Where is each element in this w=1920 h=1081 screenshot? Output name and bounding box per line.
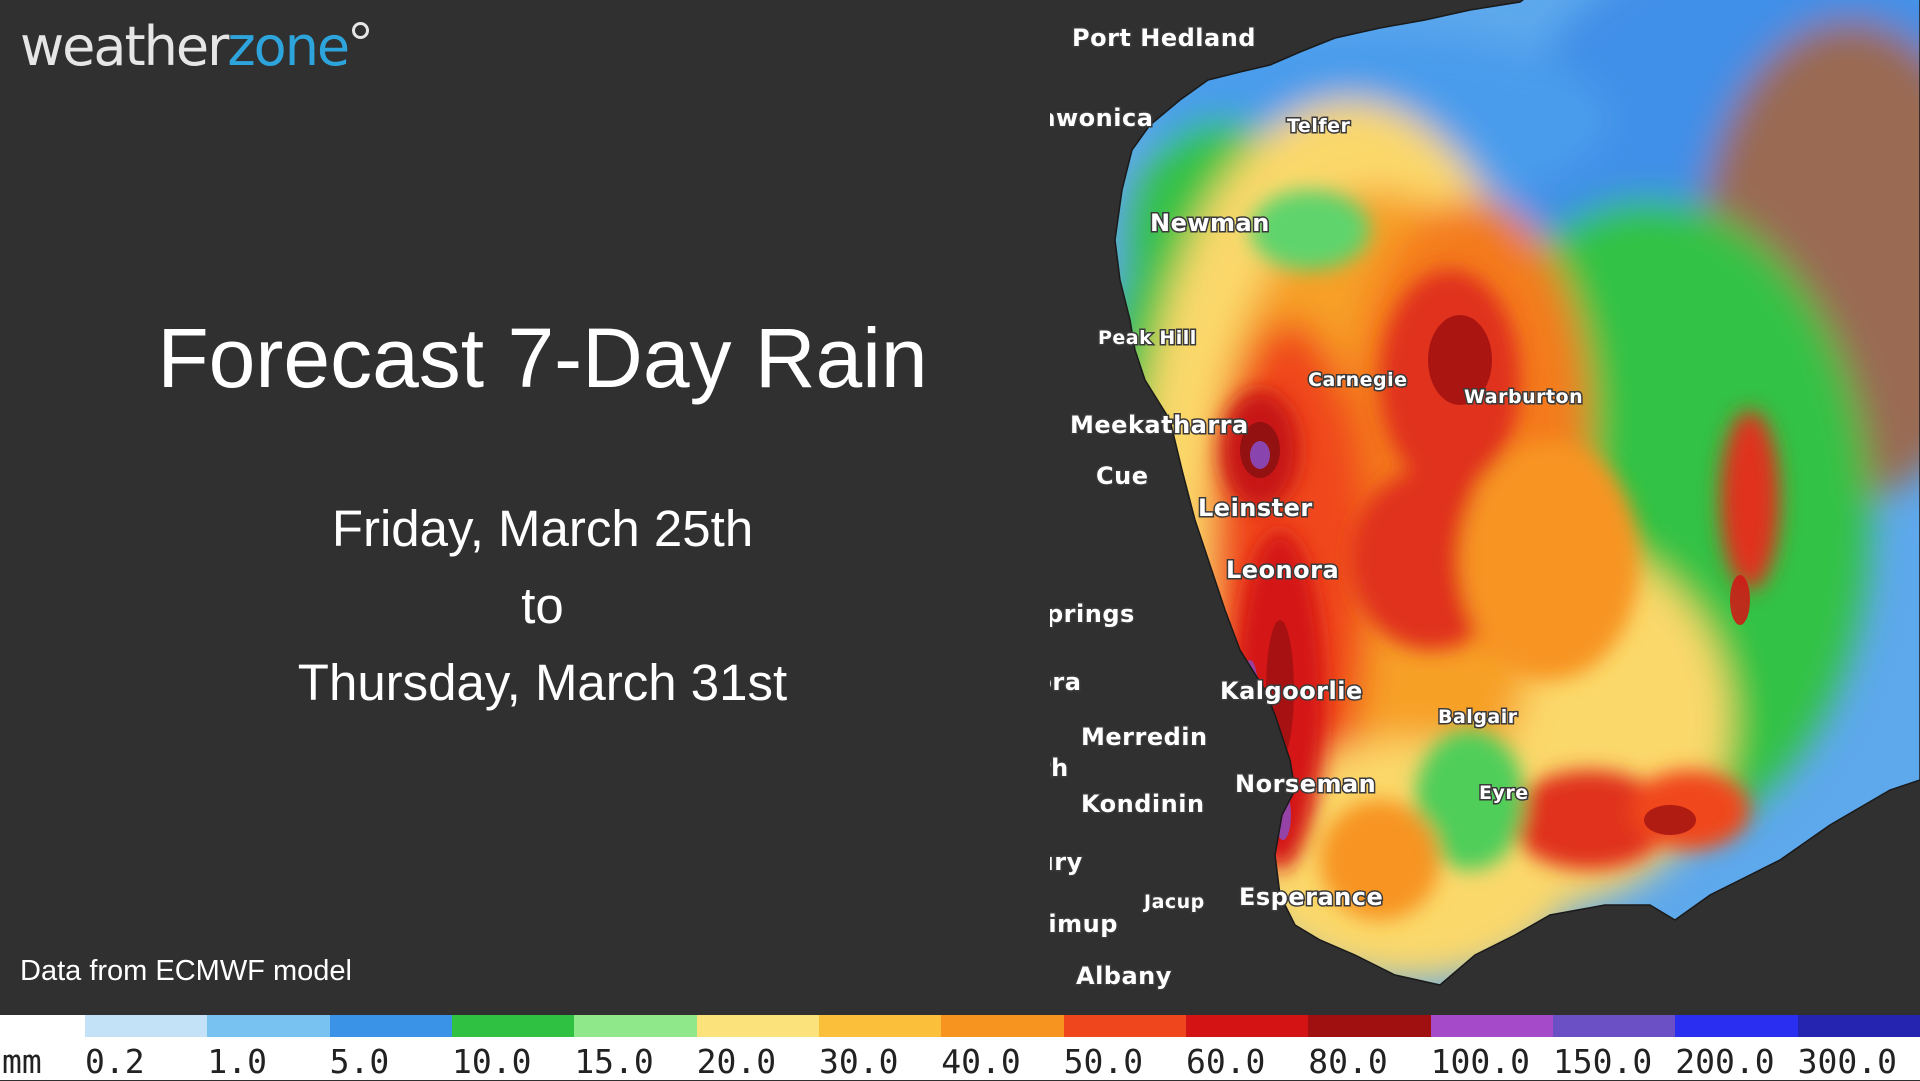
place-label: Esperance <box>1239 883 1383 911</box>
legend-swatch <box>451 1015 575 1037</box>
legend-label: 300.0 <box>1797 1042 1897 1081</box>
rainfall-map-svg: Port HedlandPannawonicaTelferCoral BayNe… <box>1050 0 1920 992</box>
legend-label: 60.0 <box>1185 1042 1266 1081</box>
place-label: Balgair <box>1438 706 1518 728</box>
legend-swatch <box>85 1015 208 1037</box>
legend-label: 200.0 <box>1675 1042 1775 1081</box>
date-range: Friday, March 25th to Thursday, March 31… <box>0 490 1085 721</box>
forecast-title: Forecast 7-Day Rain <box>157 311 928 405</box>
place-label: Three Springs <box>1050 600 1135 628</box>
place-label: Kondinin <box>1081 790 1205 818</box>
place-label: Pannawonica <box>1050 104 1153 132</box>
legend-swatch <box>1675 1015 1798 1037</box>
legend-label: 30.0 <box>818 1042 899 1081</box>
legend-label: 15.0 <box>574 1042 654 1081</box>
place-label: Leinster <box>1198 494 1313 522</box>
legend-label: 5.0 <box>329 1042 390 1081</box>
place-label: Bunbury <box>1050 848 1083 876</box>
place-label: Albany <box>1076 962 1172 990</box>
rainfall-map: Port HedlandPannawonicaTelferCoral BayNe… <box>1050 0 1920 1015</box>
coastline <box>1114 0 1920 986</box>
legend-label: 100.0 <box>1430 1042 1530 1081</box>
place-label: Telfer <box>1287 115 1350 137</box>
date-connector: to <box>521 577 564 634</box>
place-label: Warburton <box>1464 386 1583 408</box>
legend-label: 150.0 <box>1552 1042 1653 1081</box>
legend-swatch <box>818 1015 942 1037</box>
place-label: Jacup <box>1142 891 1205 913</box>
place-label: Kalgoorlie <box>1220 677 1363 705</box>
place-label: Port Hedland <box>1072 24 1256 52</box>
logo-text-zone: zone <box>227 15 350 78</box>
logo-text-weather: weather <box>20 15 229 78</box>
legend-label: 80.0 <box>1308 1042 1388 1081</box>
legend-label: 40.0 <box>941 1042 1021 1081</box>
legend-label: 10.0 <box>451 1042 532 1081</box>
legend-label: 1.0 <box>207 1042 267 1081</box>
legend-label: 0.2 <box>85 1042 145 1081</box>
place-label: Norseman <box>1235 770 1376 798</box>
legend-label: 20.0 <box>696 1042 777 1081</box>
legend-labels: 0.2 1.0 5.0 10.0 15.0 20.0 30.0 40.0 50.0 60.0 80.… <box>85 1042 1920 1081</box>
legend-swatch <box>1063 1015 1186 1037</box>
place-labels: Port HedlandPannawonicaTelferCoral BayNe… <box>1050 23 1584 992</box>
date-end: Thursday, March 31st <box>297 654 788 711</box>
place-label: Manjimup <box>1050 910 1118 938</box>
rainfall-fields <box>1115 0 1920 980</box>
legend-swatch <box>1430 1015 1553 1037</box>
rainfall-legend: mm 0.2 1.0 5.0 10.0 15.0 20.0 30.0 40.0 50.0 60.0… <box>0 1015 1920 1081</box>
legend-swatch <box>207 1015 330 1037</box>
place-label: Perth <box>1050 754 1069 782</box>
place-label: Carnegie <box>1308 369 1408 391</box>
date-start: Friday, March 25th <box>331 500 754 557</box>
legend-unit: mm <box>2 1042 42 1081</box>
place-label: Leonora <box>1226 556 1339 584</box>
place-label: Moora <box>1050 668 1081 696</box>
legend-swatch <box>1185 1015 1309 1037</box>
weatherzone-logo: weatherzone <box>20 12 370 82</box>
place-label: Newman <box>1150 209 1270 237</box>
logo-degree-icon <box>352 22 370 39</box>
place-label: Eyre <box>1479 782 1529 804</box>
legend-label: 50.0 <box>1063 1042 1144 1081</box>
place-label: Merredin <box>1081 723 1208 751</box>
legend-swatch <box>941 1015 1064 1037</box>
place-label: Cue <box>1096 462 1148 490</box>
source-note: Data from ECMWF model <box>20 955 352 987</box>
place-label: Meekatharra <box>1070 411 1249 439</box>
place-label: Peak Hill <box>1098 327 1197 349</box>
legend-swatch <box>1308 1015 1431 1037</box>
legend-swatch <box>1797 1015 1920 1037</box>
legend-swatch <box>696 1015 819 1037</box>
legend-swatch <box>574 1015 697 1037</box>
legend-swatch <box>1552 1015 1676 1037</box>
legend-color-bar <box>85 1015 1920 1037</box>
legend-swatch <box>329 1015 452 1037</box>
